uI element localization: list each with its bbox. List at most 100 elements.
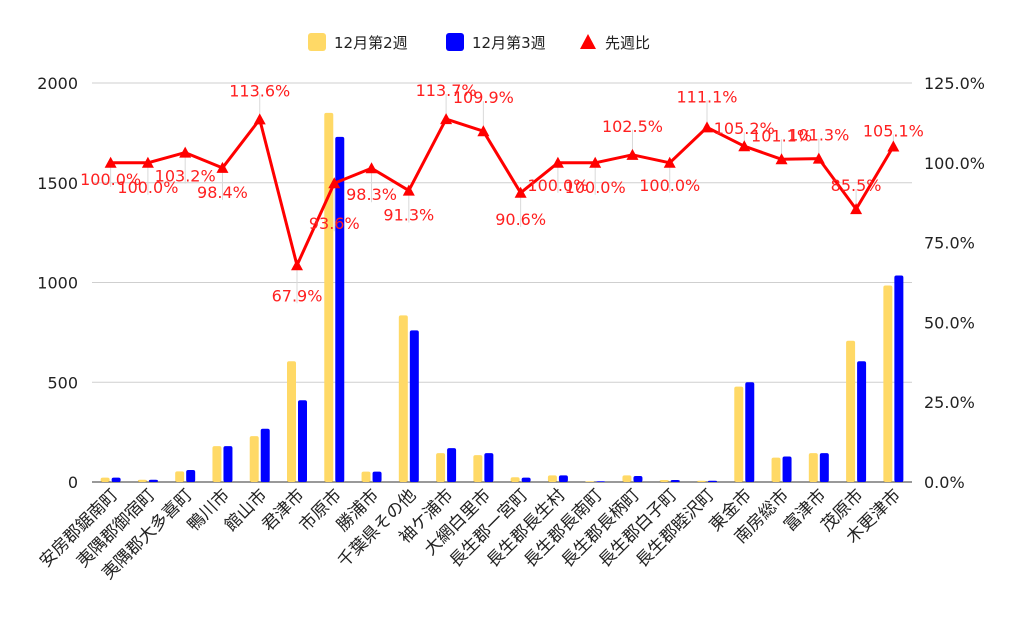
bar-12月第2週[interactable] bbox=[771, 457, 781, 482]
bar-12月第2週[interactable] bbox=[212, 446, 222, 482]
legend-swatch-square bbox=[308, 33, 326, 51]
ratio-marker[interactable] bbox=[291, 259, 303, 271]
ratio-marker[interactable] bbox=[850, 203, 863, 215]
bar-12月第3週[interactable] bbox=[857, 361, 867, 482]
bar-12月第3週[interactable] bbox=[782, 456, 792, 482]
bar-12月第3週[interactable] bbox=[409, 330, 419, 482]
bar-12月第3週[interactable] bbox=[484, 453, 494, 482]
ratio-data-label: 103.2% bbox=[155, 167, 216, 186]
bar-12月第3週[interactable] bbox=[670, 480, 680, 482]
ratio-marker[interactable] bbox=[365, 162, 378, 174]
bar-12月第2週[interactable] bbox=[883, 285, 893, 482]
ratio-line-path bbox=[110, 117, 895, 267]
ratio-marker[interactable] bbox=[402, 184, 415, 196]
ratio-data-label: 98.4% bbox=[197, 183, 248, 202]
right-y-tick-label: 50.0% bbox=[924, 313, 975, 332]
bar-12月第3週[interactable] bbox=[298, 400, 307, 482]
bar-12月第2週[interactable] bbox=[808, 453, 818, 482]
ratio-marker[interactable] bbox=[477, 125, 490, 137]
right-y-tick-label: 75.0% bbox=[924, 234, 975, 253]
bar-12月第3週[interactable] bbox=[447, 448, 457, 482]
legend-item[interactable]: 12月第2週 bbox=[308, 33, 408, 52]
left-y-tick-label: 0 bbox=[68, 473, 78, 492]
gridlines bbox=[92, 82, 912, 483]
ratio-data-label: 105.1% bbox=[863, 122, 924, 141]
ratio-marker[interactable] bbox=[514, 186, 527, 198]
bar-12月第2週[interactable] bbox=[100, 477, 110, 482]
ratio-data-label: 101.1% bbox=[751, 126, 812, 145]
legend[interactable]: 12月第2週 12月第3週 先週比 bbox=[308, 33, 650, 52]
ratio-data-label: 90.6% bbox=[495, 210, 546, 229]
legend-label: 先週比 bbox=[605, 34, 650, 52]
ratio-data-label: 100.0% bbox=[117, 178, 178, 197]
ratio-data-label: 113.7% bbox=[416, 81, 477, 100]
bar-12月第3週[interactable] bbox=[745, 382, 755, 482]
bar-12月第3週[interactable] bbox=[596, 481, 606, 482]
ratio-data-label: 100.0% bbox=[565, 178, 626, 197]
ratio-marker[interactable] bbox=[179, 146, 192, 158]
left-y-tick-label: 500 bbox=[47, 373, 78, 392]
ratio-data-label: 111.1% bbox=[676, 87, 737, 106]
bar-12月第3週[interactable] bbox=[894, 275, 904, 482]
ratio-marker[interactable] bbox=[440, 113, 453, 125]
bar-12月第3週[interactable] bbox=[148, 479, 158, 482]
bar-12月第3週[interactable] bbox=[260, 428, 270, 482]
bar-12月第2週[interactable] bbox=[324, 112, 334, 483]
ratio-marker[interactable] bbox=[551, 156, 564, 168]
bar-12月第3週[interactable] bbox=[708, 480, 717, 482]
bar-12月第2週[interactable] bbox=[249, 436, 259, 482]
bar-12月第2週[interactable] bbox=[697, 480, 706, 482]
bar-12月第3週[interactable] bbox=[186, 470, 196, 482]
bar-12月第2週[interactable] bbox=[622, 475, 632, 482]
bar-12月第2週[interactable] bbox=[175, 471, 185, 482]
bar-12月第3週[interactable] bbox=[372, 471, 382, 482]
bar-12月第2週[interactable] bbox=[659, 480, 669, 482]
legend-swatch-square bbox=[446, 33, 464, 51]
bar-12月第3週[interactable] bbox=[521, 477, 531, 482]
ratio-marker[interactable] bbox=[328, 177, 341, 189]
bar-12月第2週[interactable] bbox=[473, 455, 483, 482]
ratio-marker[interactable] bbox=[141, 156, 154, 168]
legend-label: 12月第2週 bbox=[334, 34, 408, 52]
bar-12月第2週[interactable] bbox=[287, 361, 296, 482]
bar-12月第2週[interactable] bbox=[585, 481, 595, 482]
legend-item[interactable]: 先週比 bbox=[580, 34, 650, 52]
ratio-marker[interactable] bbox=[663, 156, 676, 168]
bar-12月第2週[interactable] bbox=[361, 471, 371, 482]
bar-12月第2週[interactable] bbox=[846, 340, 856, 482]
ratio-marker[interactable] bbox=[775, 153, 788, 165]
legend-swatch-triangle bbox=[580, 34, 596, 49]
bar-12月第3週[interactable] bbox=[633, 476, 643, 482]
bar-12月第2週[interactable] bbox=[547, 475, 557, 482]
bar-12月第2週[interactable] bbox=[510, 477, 520, 482]
right-y-tick-label: 125.0% bbox=[924, 74, 985, 93]
ratio-marker[interactable] bbox=[626, 148, 639, 160]
bar-12月第2週[interactable] bbox=[436, 453, 446, 482]
ratio-marker[interactable] bbox=[701, 121, 713, 133]
bar-12月第2週[interactable] bbox=[734, 386, 744, 482]
bar-12月第3週[interactable] bbox=[335, 136, 345, 483]
bar-12月第2週[interactable] bbox=[137, 479, 147, 482]
legend-label: 12月第3週 bbox=[472, 34, 546, 52]
ratio-data-label: 102.5% bbox=[602, 117, 663, 136]
ratio-marker[interactable] bbox=[216, 161, 229, 173]
left-y-axis: 0 500 1000 1500 2000 bbox=[37, 74, 78, 492]
right-y-tick-label: 100.0% bbox=[924, 154, 985, 173]
ratio-marker[interactable] bbox=[738, 140, 751, 152]
bar-12月第2週[interactable] bbox=[398, 315, 408, 482]
legend-item[interactable]: 12月第3週 bbox=[446, 33, 546, 52]
bar-12月第3週[interactable] bbox=[558, 475, 568, 482]
ratio-marker[interactable] bbox=[812, 152, 825, 164]
ratio-data-label: 93.6% bbox=[309, 214, 360, 233]
bar-12月第3週[interactable] bbox=[819, 453, 829, 482]
bar-12月第3週[interactable] bbox=[111, 477, 121, 482]
ratio-data-label: 105.2% bbox=[714, 119, 775, 138]
ratio-data-label: 109.9% bbox=[453, 88, 514, 107]
ratio-marker[interactable] bbox=[253, 113, 266, 125]
ratio-marker[interactable] bbox=[104, 156, 117, 168]
bar-12月第3週[interactable] bbox=[223, 446, 233, 482]
right-y-axis: 0.0% 25.0% 50.0% 75.0% 100.0% 125.0% bbox=[924, 74, 985, 492]
ratio-marker[interactable] bbox=[589, 156, 602, 168]
ratio-marker[interactable] bbox=[887, 140, 900, 152]
